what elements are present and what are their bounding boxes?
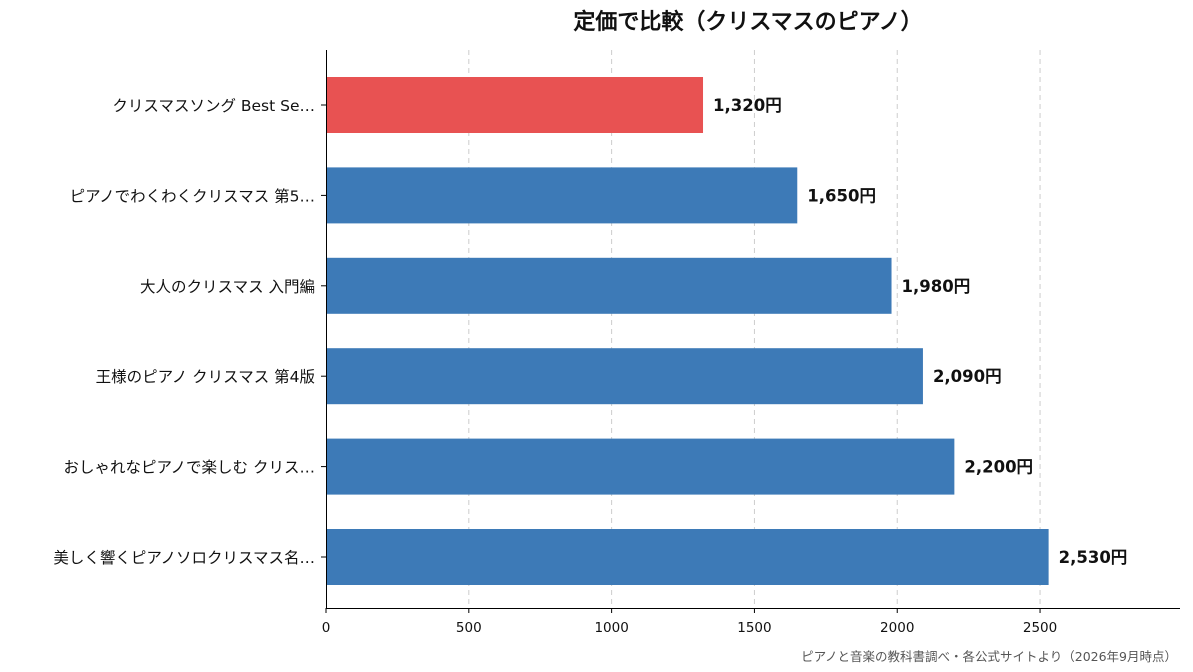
category-labels: クリスマスソング Best Se… ピアノでわくわくクリスマス 第5… 大人のクリス…	[53, 97, 326, 567]
data-label: 2,200円	[964, 458, 1033, 477]
bar	[326, 167, 798, 224]
category-label: 大人のクリスマス 入門編	[140, 278, 315, 296]
x-tick-label: 1000	[594, 620, 628, 636]
x-tick-label: 2000	[880, 620, 914, 636]
bar	[326, 529, 1049, 585]
gridlines	[468, 50, 1041, 608]
x-ticks: 0 500 1000 1500 2000 2500	[322, 608, 1057, 636]
bar	[326, 257, 892, 314]
bar	[326, 438, 955, 495]
data-label: 1,650円	[807, 186, 876, 205]
x-tick-label: 0	[322, 620, 331, 636]
value-labels: 1,320円 1,650円 1,980円 2,090円 2,200円 2,530円	[713, 96, 1127, 567]
data-label: 2,530円	[1059, 548, 1128, 567]
data-label: 1,980円	[902, 277, 971, 296]
category-label: おしゃれなピアノで楽しむ クリス…	[63, 459, 315, 477]
axes	[326, 50, 1180, 609]
category-label: ピアノでわくわくクリスマス 第5…	[70, 187, 315, 205]
bars-group	[326, 77, 1049, 585]
x-tick-label: 1500	[737, 620, 771, 636]
x-tick-label: 500	[456, 620, 482, 636]
category-label: クリスマスソング Best Se…	[112, 97, 315, 115]
bar	[326, 348, 923, 405]
data-label: 2,090円	[933, 367, 1002, 386]
bar	[326, 77, 704, 133]
category-label: 美しく響くピアノソロクリスマス名…	[53, 549, 315, 567]
x-tick-label: 2500	[1023, 620, 1057, 636]
chart-title: 定価で比較（クリスマスのピアノ）	[573, 9, 922, 35]
data-label: 1,320円	[713, 96, 782, 115]
source-note: ピアノと音楽の教科書調べ・各公式サイトより（2026年9月時点）	[801, 649, 1177, 664]
category-label: 王様のピアノ クリスマス 第4版	[96, 368, 315, 386]
